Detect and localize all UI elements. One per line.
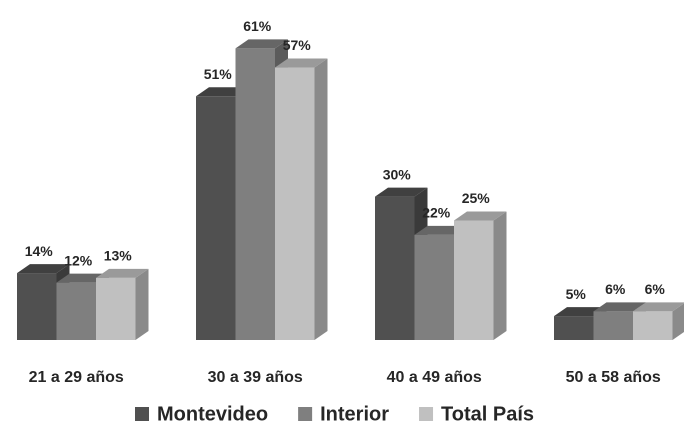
bar-top bbox=[633, 302, 684, 312]
data-label: 25% bbox=[462, 190, 491, 206]
legend-label: Interior bbox=[320, 403, 389, 425]
bar-top bbox=[593, 302, 646, 312]
bar-front bbox=[633, 311, 673, 340]
x-tick-label: 40 a 49 años bbox=[387, 369, 482, 386]
bar-side bbox=[314, 58, 328, 340]
bar-top bbox=[414, 225, 467, 235]
data-label: 61% bbox=[243, 18, 272, 34]
bar-front bbox=[454, 220, 494, 340]
bar bbox=[275, 58, 328, 340]
legend-label: Total País bbox=[441, 403, 534, 425]
bar-front bbox=[375, 196, 415, 340]
legend-swatch bbox=[298, 407, 313, 421]
data-label: 14% bbox=[25, 243, 54, 259]
bar-top bbox=[17, 264, 70, 274]
data-label: 6% bbox=[605, 281, 626, 297]
bar-top bbox=[196, 87, 249, 97]
bar-top bbox=[554, 307, 607, 317]
x-tick-label: 50 a 58 años bbox=[566, 369, 661, 386]
bar-front bbox=[96, 277, 136, 340]
bar-top bbox=[56, 273, 109, 283]
bar-front bbox=[17, 273, 57, 340]
bar-top bbox=[454, 211, 507, 221]
bar-front bbox=[196, 96, 236, 340]
data-label: 51% bbox=[204, 66, 233, 82]
bar bbox=[454, 211, 507, 340]
bar-top bbox=[275, 58, 328, 68]
bar-side bbox=[493, 211, 507, 340]
bar-top bbox=[375, 187, 428, 197]
bar-front bbox=[554, 316, 594, 340]
data-label: 30% bbox=[383, 166, 412, 182]
bar-side bbox=[135, 268, 149, 340]
legend-label: Montevideo bbox=[157, 403, 268, 425]
bar-top bbox=[235, 39, 288, 49]
bar-front bbox=[235, 48, 275, 341]
bar-front bbox=[56, 282, 96, 340]
data-label: 13% bbox=[104, 248, 133, 264]
data-label: 12% bbox=[64, 252, 93, 268]
bar-top bbox=[96, 268, 149, 278]
bar-front bbox=[275, 67, 315, 340]
data-label: 6% bbox=[645, 281, 666, 297]
bar-front bbox=[593, 311, 633, 340]
bar-side bbox=[672, 303, 684, 340]
data-label: 22% bbox=[422, 205, 451, 221]
bar bbox=[633, 302, 684, 340]
x-tick-label: 21 a 29 años bbox=[29, 369, 124, 386]
legend-swatch bbox=[419, 407, 434, 421]
x-tick-label: 30 a 39 años bbox=[208, 369, 303, 386]
data-label: 5% bbox=[566, 286, 587, 302]
bar bbox=[96, 268, 149, 340]
data-label: 57% bbox=[283, 37, 312, 53]
bar-front bbox=[414, 234, 454, 340]
legend-swatch bbox=[135, 407, 149, 421]
